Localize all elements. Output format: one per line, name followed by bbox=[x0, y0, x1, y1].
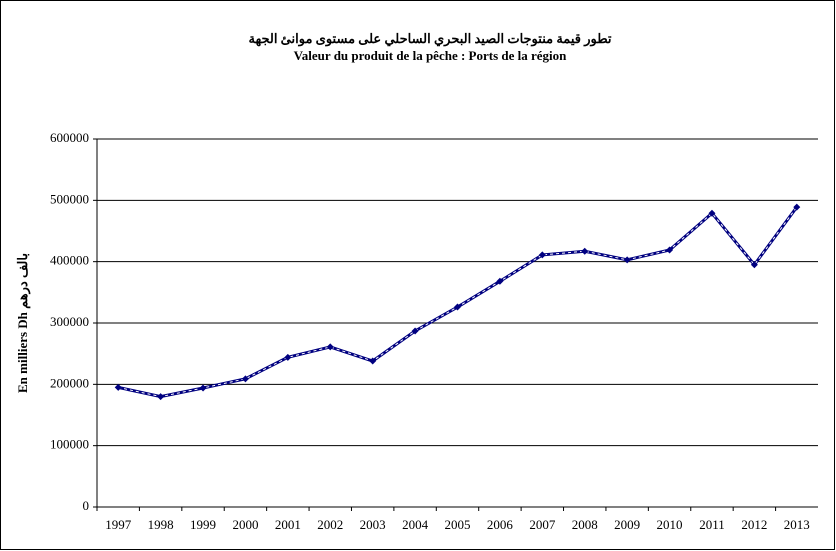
marker bbox=[199, 384, 207, 392]
y-tick-label: 500000 bbox=[50, 191, 89, 206]
marker bbox=[496, 277, 504, 285]
marker bbox=[538, 251, 546, 259]
x-tick-label: 2011 bbox=[699, 517, 725, 532]
marker bbox=[326, 343, 334, 351]
marker bbox=[284, 353, 292, 361]
x-tick-label: 2003 bbox=[360, 517, 386, 532]
y-tick-label: 600000 bbox=[50, 130, 89, 145]
y-axis-label: En milliers Dh بالف درهم bbox=[15, 253, 31, 393]
y-tick-label: 200000 bbox=[50, 375, 89, 390]
x-tick-label: 2013 bbox=[784, 517, 810, 532]
x-tick-label: 2007 bbox=[529, 517, 556, 532]
y-tick-label: 300000 bbox=[50, 314, 89, 329]
marker bbox=[708, 209, 716, 217]
x-tick-label: 2001 bbox=[275, 517, 301, 532]
marker bbox=[369, 357, 377, 365]
y-tick-label: 0 bbox=[83, 498, 90, 513]
x-tick-label: 1999 bbox=[190, 517, 216, 532]
x-tick-label: 2008 bbox=[572, 517, 598, 532]
chart-title: تطور قيمة منتوجات الصيد البحري الساحلي ع… bbox=[249, 31, 612, 47]
x-tick-label: 2004 bbox=[402, 517, 429, 532]
x-tick-label: 2000 bbox=[232, 517, 258, 532]
marker bbox=[793, 203, 801, 211]
x-tick-label: 1997 bbox=[105, 517, 132, 532]
x-tick-label: 2005 bbox=[445, 517, 471, 532]
x-tick-label: 2009 bbox=[614, 517, 640, 532]
x-tick-label: 2012 bbox=[741, 517, 767, 532]
x-tick-label: 2006 bbox=[487, 517, 514, 532]
marker bbox=[623, 256, 631, 264]
marker bbox=[157, 393, 165, 401]
marker bbox=[241, 375, 249, 383]
chart-subtitle: Valeur du produit de la pêche : Ports de… bbox=[294, 48, 568, 63]
marker bbox=[666, 246, 674, 254]
marker bbox=[114, 383, 122, 391]
marker bbox=[454, 303, 461, 311]
x-tick-label: 1998 bbox=[148, 517, 174, 532]
y-tick-label: 400000 bbox=[50, 253, 89, 268]
y-tick-label: 100000 bbox=[50, 437, 89, 452]
marker bbox=[581, 247, 589, 255]
marker bbox=[750, 261, 758, 269]
marker bbox=[411, 327, 419, 335]
x-tick-label: 2002 bbox=[317, 517, 343, 532]
x-tick-label: 2010 bbox=[657, 517, 683, 532]
